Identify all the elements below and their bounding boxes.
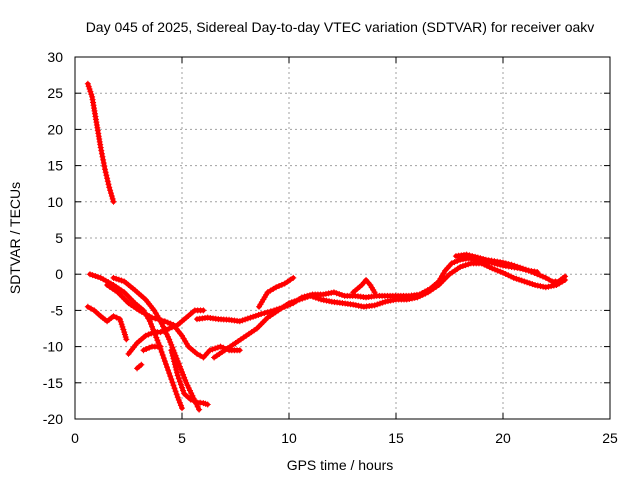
- series-markers: [256, 274, 297, 310]
- series-markers: [84, 80, 117, 205]
- x-tick-label: 5: [178, 430, 186, 446]
- y-tick-label: 15: [47, 158, 63, 174]
- y-tick-label: -5: [51, 302, 64, 318]
- y-tick-label: 10: [47, 194, 63, 210]
- series-sat-j: [256, 274, 297, 310]
- series-sat-a: [84, 80, 117, 205]
- x-tick-label: 15: [388, 430, 404, 446]
- x-tick-label: 25: [602, 430, 618, 446]
- series-markers: [84, 303, 130, 343]
- grid-layer: [75, 57, 610, 419]
- series-sat-g: [168, 347, 211, 408]
- series-markers: [134, 361, 145, 372]
- series-markers: [452, 251, 569, 285]
- x-tick-label: 0: [71, 430, 79, 446]
- series-sat-i: [211, 260, 569, 361]
- y-tick-label: -10: [43, 339, 63, 355]
- series-markers: [211, 260, 569, 361]
- series-sat-e: [104, 282, 243, 361]
- y-tick-label: 5: [55, 230, 63, 246]
- series-sat-b: [84, 303, 130, 343]
- series-markers: [110, 274, 203, 413]
- series-markers: [125, 307, 207, 357]
- x-tick-label: 20: [495, 430, 511, 446]
- y-tick-label: 25: [47, 85, 63, 101]
- series-sat-l: [452, 251, 569, 285]
- chart-title: Day 045 of 2025, Sidereal Day-to-day VTE…: [86, 19, 595, 35]
- series-layer: [84, 80, 569, 413]
- y-tick-label: 0: [55, 266, 63, 282]
- x-tick-label: 10: [281, 430, 297, 446]
- y-tick-label: 20: [47, 121, 63, 137]
- y-axis-label: SDTVAR / TECUs: [7, 182, 23, 294]
- y-tick-label: 30: [47, 49, 63, 65]
- series-markers: [168, 347, 211, 408]
- series-sat-f2: [134, 361, 145, 372]
- series-sat-f3: [140, 343, 164, 354]
- x-axis-label: GPS time / hours: [287, 457, 394, 473]
- series-sat-f: [125, 307, 207, 357]
- y-tick-label: -20: [43, 411, 63, 427]
- y-tick-label: -15: [43, 375, 63, 391]
- tick-layer: 0 5 10 15 20 25 -20 -15 -10 -5 0 5 10 15 20 25 30: [43, 49, 618, 446]
- series-sat-k: [350, 276, 378, 296]
- series-markers: [140, 343, 164, 354]
- series-markers: [350, 276, 378, 296]
